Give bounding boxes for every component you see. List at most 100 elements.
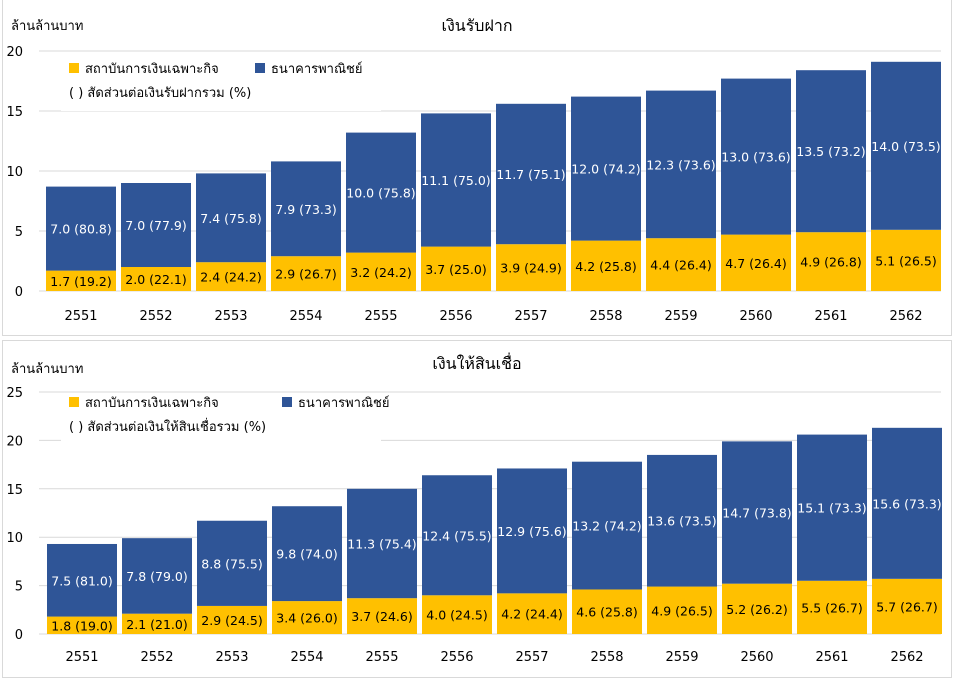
legend-swatch-specialized [69,397,79,407]
x-tick-label: 2561 [815,650,848,665]
loans-chart: 0 5 10 15 20 25 เงินให้สินเชื่อ ล้านล้านบาท 1.8 … [6,352,942,665]
bar-commercial-2561 [797,434,867,581]
x-tick-label: 2554 [289,309,322,324]
bar-specialized-2556 [421,246,491,291]
bar-specialized-2562 [871,229,941,291]
data-label-commercial: 9.8 (74.0) [276,547,337,562]
bar-commercial-2553 [196,173,266,263]
data-label-commercial: 13.5 (73.2) [796,144,865,159]
legend-label-specialized: สถาบันการเงินเฉพาะกิจ [85,62,219,77]
y-axis-label: ล้านล้านบาท [11,362,83,377]
bar-commercial-2557 [496,103,566,245]
bar-specialized-2557 [496,244,566,291]
legend-note: ( ) สัดส่วนต่อเงินให้สินเชื่อรวม (%) [69,418,266,435]
data-label-commercial: 7.9 (73.3) [275,202,336,217]
legend-background [61,59,381,111]
x-tick-label: 2560 [740,650,773,665]
bar-specialized-2553 [197,605,267,634]
bar-specialized-2553 [196,262,266,291]
bar-specialized-2562 [872,578,942,634]
data-label-commercial: 12.9 (75.6) [497,524,566,539]
data-label-commercial: 12.4 (75.5) [422,528,491,543]
data-label-commercial: 7.4 (75.8) [200,211,261,226]
data-label-specialized: 3.7 (24.6) [351,609,412,624]
bar-commercial-2561 [796,70,866,233]
data-label-commercial: 11.1 (75.0) [421,173,490,188]
x-tick-label: 2561 [814,309,847,324]
loans-chart-panel: 0 5 10 15 20 25 เงินให้สินเชื่อ ล้านล้านบาท 1.8 … [2,340,952,678]
bar-commercial-2552 [122,538,192,614]
data-label-specialized: 5.7 (26.7) [876,599,937,614]
bar-commercial-2553 [197,520,267,606]
data-label-commercial: 7.5 (81.0) [51,573,112,588]
bar-commercial-2558 [571,96,641,241]
data-label-commercial: 7.0 (80.8) [50,222,111,237]
y-tick-label: 10 [6,531,23,546]
bar-specialized-2555 [347,598,417,634]
deposits-chart-panel: 0 5 10 15 20 เงินรับฝาก ล้านล้านบาท 1.7 (19.2) 7… [2,0,952,336]
x-tick-label: 2560 [739,309,772,324]
bar-commercial-2559 [647,454,717,587]
bar-commercial-2555 [347,488,417,599]
data-label-commercial: 15.1 (73.3) [797,501,866,516]
bar-specialized-2559 [646,238,716,291]
data-label-specialized: 3.2 (24.2) [350,265,411,280]
data-label-specialized: 5.2 (26.2) [726,602,787,617]
data-label-specialized: 1.8 (19.0) [51,618,112,633]
data-label-commercial: 7.8 (79.0) [126,569,187,584]
data-label-commercial: 12.3 (73.6) [646,157,715,172]
data-label-specialized: 3.9 (24.9) [500,261,561,276]
y-axis-label: ล้านล้านบาท [11,19,83,34]
data-label-specialized: 4.6 (25.8) [576,605,637,620]
bar-commercial-2560 [721,78,791,235]
data-label-commercial: 11.3 (75.4) [347,536,416,551]
data-label-commercial: 7.0 (77.9) [125,218,186,233]
bar-specialized-2558 [571,240,641,291]
bar-commercial-2562 [871,61,941,230]
x-tick-label: 2562 [889,309,922,324]
data-label-specialized: 2.9 (26.7) [275,267,336,282]
y-tick-label: 0 [15,628,23,643]
data-label-commercial: 15.6 (73.3) [872,496,941,511]
y-tick-label: 20 [6,45,23,60]
data-label-specialized: 5.5 (26.7) [801,600,862,615]
x-tick-label: 2551 [64,309,97,324]
bar-specialized-2557 [497,593,567,634]
x-tick-label: 2553 [214,309,247,324]
data-label-specialized: 5.1 (26.5) [875,253,936,268]
legend-swatch-commercial [255,63,265,73]
data-label-specialized: 2.1 (21.0) [126,617,187,632]
bar-commercial-2562 [872,427,942,579]
data-label-specialized: 4.4 (26.4) [650,258,711,273]
bar-specialized-2552 [121,267,191,291]
x-tick-label: 2559 [664,309,697,324]
bar-commercial-2554 [271,161,341,257]
legend-swatch-specialized [69,63,79,73]
data-label-specialized: 3.4 (26.0) [276,611,337,626]
data-label-commercial: 11.7 (75.1) [496,167,565,182]
data-label-commercial: 13.0 (73.6) [721,150,790,165]
bar-commercial-2557 [497,468,567,594]
x-tick-label: 2562 [890,650,923,665]
bar-commercial-2560 [722,441,792,584]
x-tick-label: 2553 [215,650,248,665]
data-label-specialized: 3.7 (25.0) [425,262,486,277]
bar-specialized-2558 [572,589,642,634]
y-tick-label: 20 [6,434,23,449]
x-tick-label: 2557 [515,650,548,665]
bar-commercial-2559 [646,90,716,239]
x-tick-label: 2559 [665,650,698,665]
legend-swatch-commercial [282,397,292,407]
y-tick-label: 10 [6,165,23,180]
bar-specialized-2554 [272,601,342,634]
data-label-specialized: 2.9 (24.5) [201,613,262,628]
data-label-commercial: 10.0 (75.8) [346,186,415,201]
data-label-specialized: 2.0 (22.1) [125,272,186,287]
data-label-specialized: 2.4 (24.2) [200,270,261,285]
data-label-commercial: 14.0 (73.5) [871,139,940,154]
data-label-specialized: 4.9 (26.5) [651,603,712,618]
y-tick-label: 25 [6,386,23,401]
legend-label-commercial: ธนาคารพาณิชย์ [298,395,389,411]
data-label-specialized: 4.2 (25.8) [575,259,636,274]
bar-commercial-2555 [346,132,416,253]
